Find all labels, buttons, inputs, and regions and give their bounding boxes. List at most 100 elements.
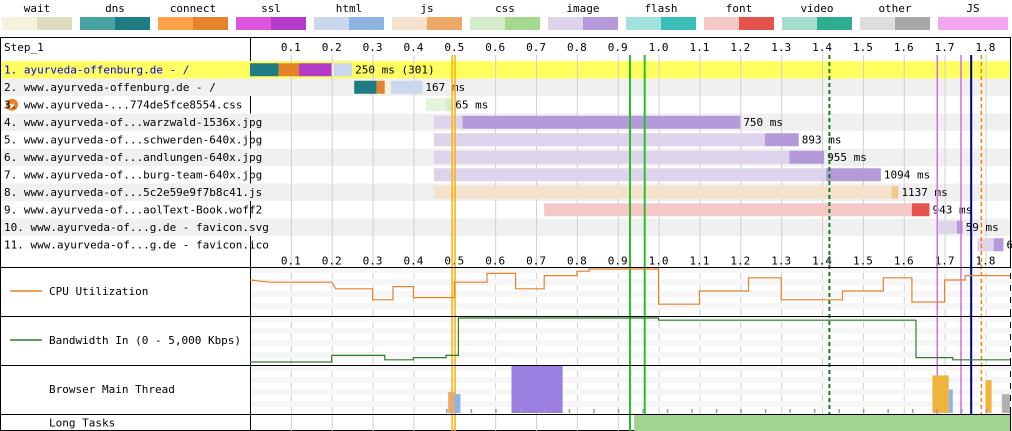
axis-tick-bottom: 0.2: [322, 255, 342, 268]
main-thread-activity: [511, 366, 563, 413]
axis-tick-bottom: 0.8: [567, 255, 587, 268]
main-thread-activity: [985, 380, 992, 413]
blocked-icon: [6, 98, 18, 111]
request-bar-image: [993, 238, 1004, 252]
request-bar-dns: [250, 63, 279, 77]
axis-tick-top: 0.6: [485, 41, 505, 54]
axis-tick-bottom: 0.3: [363, 255, 383, 268]
request-label: 1. ayurveda-offenburg.de - /: [4, 64, 189, 77]
request-bar-dns: [354, 80, 377, 94]
request-bar-font: [911, 203, 930, 217]
legend-label: ssl: [261, 2, 281, 15]
request-bar-html: [333, 63, 353, 77]
request-bar-image: [826, 168, 881, 182]
request-bar-image-wait: [938, 220, 957, 234]
request-label: 9. www.ayurveda-of...aolText-Book.woff2: [4, 204, 262, 217]
request-bar-image: [956, 220, 963, 234]
main-thread-tick: [519, 409, 522, 413]
legend-label: js: [420, 2, 434, 15]
cpu-series: [249, 268, 1010, 305]
request-timing: 1137 ms: [901, 186, 947, 199]
main-thread-tick: [446, 409, 448, 413]
legend-item-css: css: [470, 0, 540, 32]
main-thread-activity: [1001, 394, 1010, 413]
main-thread-activity: [448, 391, 455, 413]
long-tasks-label: Long Tasks: [49, 417, 115, 430]
main-thread-tick: [568, 409, 571, 413]
legend-swatch: [860, 17, 930, 30]
main-thread-tick: [666, 409, 669, 413]
axis-tick-bottom: 0.9: [608, 255, 628, 268]
main-thread-tick: [715, 409, 718, 413]
request-bar-connect: [278, 63, 300, 77]
main-thread-tick: [495, 409, 497, 413]
request-timing: 59 ms: [966, 221, 999, 234]
request-timing: 250 ms (301): [355, 64, 434, 77]
legend-item-dns: dns: [80, 0, 150, 32]
request-bar-image-wait: [977, 238, 994, 252]
legend: wait dns connect ssl html js css image flash font…: [0, 0, 1012, 34]
axis-tick-bottom: 0.1: [281, 255, 301, 268]
request-bar-css: [446, 98, 453, 112]
main-thread-tick: [985, 409, 987, 413]
request-timing: 893 ms: [802, 134, 842, 147]
main-thread-tick: [813, 409, 816, 413]
legend-swatch: [704, 17, 774, 30]
legend-item-image: image: [548, 0, 618, 32]
request-bar-html-wait: [331, 63, 334, 77]
request-bar-image-wait: [433, 150, 790, 164]
request-label: 7. www.ayurveda-of...burg-team-640x.jpg: [4, 169, 262, 182]
axis-tick-top: 1.4: [812, 41, 832, 54]
axis-tick-bottom: 1.7: [935, 255, 955, 268]
main-thread-tick: [544, 409, 546, 413]
main-thread-tick: [936, 409, 938, 413]
legend-swatch: [470, 17, 540, 30]
legend-item-ssl: ssl: [236, 0, 306, 32]
request-timing: 167 ms: [425, 81, 465, 94]
main-thread-activity: [454, 394, 461, 413]
axis-tick-top: 0.7: [526, 41, 546, 54]
request-bar-image-wait: [433, 133, 765, 147]
request-bar-js-wait: [433, 185, 892, 199]
axis-tick-top: 1.6: [894, 41, 914, 54]
axis-tick-bottom: 1.4: [812, 255, 832, 268]
main-thread-tick: [960, 409, 963, 413]
legend-label: video: [800, 2, 834, 15]
row-background: [1, 78, 1010, 96]
request-label: 8. www.ayurveda-of...5c2e59e9f7b8c41.js: [4, 186, 262, 199]
request-bar-ssl: [299, 63, 332, 77]
axis-tick-bottom: 1.0: [649, 255, 669, 268]
axis-tick-bottom: 1.1: [690, 255, 710, 268]
main-thread-tick: [740, 409, 742, 413]
request-label: 3. www.ayurveda-...774de5fce8554.css: [4, 99, 242, 112]
request-bar-html-wait: [384, 80, 391, 94]
main-thread-tick: [838, 409, 840, 413]
request-timing: 1094 ms: [884, 169, 930, 182]
axis-tick-top: 1.1: [690, 41, 710, 54]
legend-item-js: js: [392, 0, 462, 32]
row-background: [1, 218, 1010, 236]
axis-tick-top: 1.0: [649, 41, 669, 54]
legend-item-connect: connect: [158, 0, 228, 32]
axis-tick-bottom: 0.4: [404, 255, 424, 268]
request-timing: 750 ms: [743, 116, 783, 129]
request-timing: 955 ms: [827, 151, 867, 164]
request-bar-html: [390, 80, 423, 94]
axis-tick-top: 0.3: [363, 41, 383, 54]
axis-tick-bottom: 1.3: [771, 255, 791, 268]
legend-swatch: [314, 17, 384, 30]
request-label: 11. www.ayurveda-of...g.de - favicon.ico: [4, 239, 269, 252]
legend-label: wait: [23, 2, 51, 15]
main-thread-tick: [911, 409, 914, 413]
legend-swatch: [938, 17, 1008, 30]
request-bar-font-wait: [544, 203, 912, 217]
request-label: 6. www.ayurveda-of...andlungen-640x.jpg: [4, 151, 262, 164]
blocked-icon-mark: ×: [9, 101, 15, 112]
axis-tick-top: 1.8: [976, 41, 996, 54]
main-thread-tick: [593, 409, 595, 413]
axis-tick-bottom: 1.2: [730, 255, 750, 268]
legend-item-font: font: [704, 0, 774, 32]
request-bar-css-wait: [425, 98, 447, 112]
axis-tick-top: 0.5: [444, 41, 464, 54]
step-label: Step_1: [4, 41, 44, 54]
